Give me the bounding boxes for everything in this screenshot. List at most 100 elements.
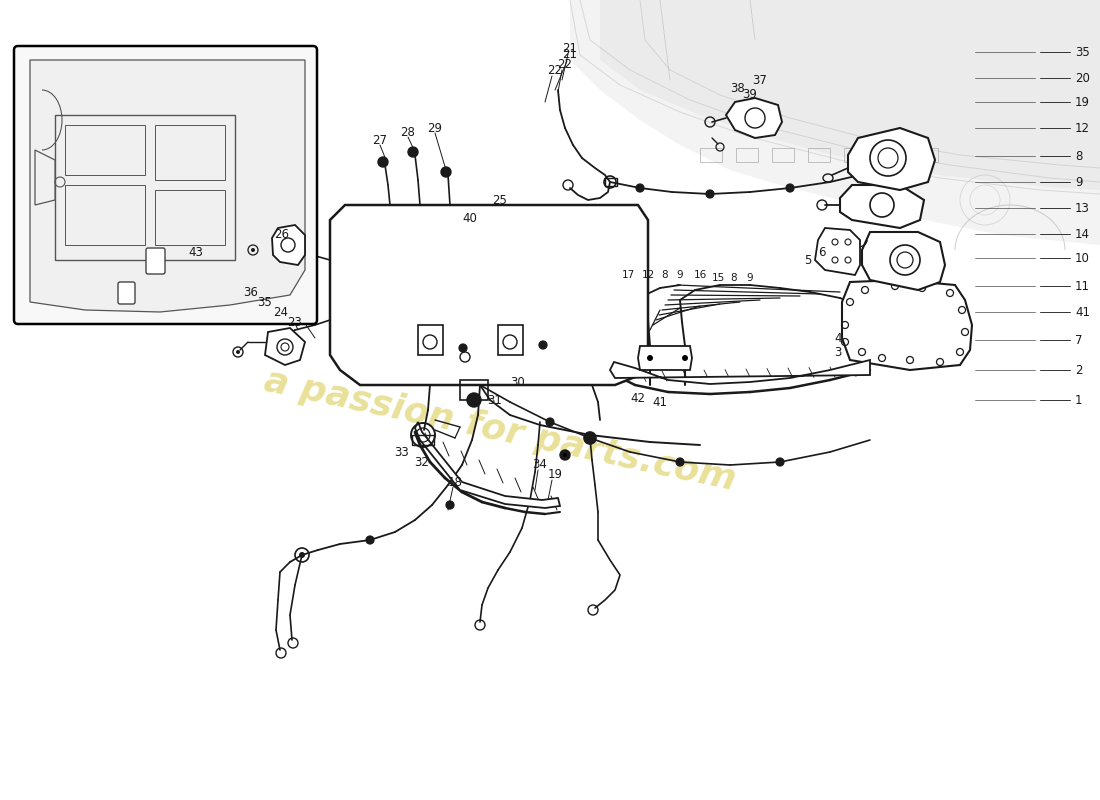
Text: 8: 8 — [1075, 150, 1082, 162]
Text: 22: 22 — [548, 63, 562, 77]
Circle shape — [468, 393, 481, 407]
Text: 28: 28 — [400, 126, 416, 138]
Text: 12: 12 — [1075, 122, 1090, 134]
Polygon shape — [600, 0, 1100, 190]
Bar — [808, 148, 830, 162]
Text: 38: 38 — [730, 82, 746, 94]
Circle shape — [856, 171, 864, 179]
Circle shape — [560, 450, 570, 460]
Circle shape — [366, 536, 374, 544]
Polygon shape — [272, 225, 305, 265]
Polygon shape — [815, 228, 860, 275]
Text: 30: 30 — [510, 375, 526, 389]
Polygon shape — [168, 122, 302, 162]
Text: 9: 9 — [747, 273, 754, 283]
Text: 18: 18 — [448, 475, 462, 489]
Circle shape — [441, 167, 451, 177]
Bar — [736, 148, 758, 162]
Text: 41: 41 — [652, 395, 668, 409]
Bar — [65, 185, 145, 245]
Text: 15: 15 — [712, 273, 725, 283]
Text: 9: 9 — [1075, 175, 1082, 189]
Text: 37: 37 — [752, 74, 768, 86]
Bar — [65, 125, 145, 175]
Text: 35: 35 — [257, 295, 272, 309]
Polygon shape — [415, 422, 560, 508]
Text: 20: 20 — [1075, 71, 1090, 85]
Text: 39: 39 — [742, 87, 758, 101]
Text: 10: 10 — [1075, 251, 1090, 265]
Text: 19: 19 — [1075, 95, 1090, 109]
Text: 35: 35 — [1075, 46, 1090, 58]
Circle shape — [636, 184, 644, 192]
Polygon shape — [840, 185, 924, 228]
Text: 4: 4 — [835, 331, 842, 345]
Text: 16: 16 — [693, 270, 706, 280]
Text: a passion for parts.com: a passion for parts.com — [261, 363, 739, 497]
Text: 26: 26 — [275, 229, 289, 242]
Circle shape — [378, 157, 388, 167]
Circle shape — [563, 453, 566, 457]
Text: 34: 34 — [532, 458, 548, 471]
Text: 27: 27 — [373, 134, 387, 146]
Text: 36: 36 — [243, 286, 258, 298]
Text: 5: 5 — [804, 254, 812, 266]
Bar — [155, 190, 226, 245]
Circle shape — [408, 147, 418, 157]
Circle shape — [459, 344, 468, 352]
Text: 13: 13 — [1075, 202, 1090, 214]
Circle shape — [446, 501, 454, 509]
Circle shape — [584, 432, 596, 444]
Text: 22: 22 — [558, 58, 572, 71]
Text: 14: 14 — [1075, 227, 1090, 241]
Text: 32: 32 — [415, 455, 429, 469]
Text: 21: 21 — [562, 49, 578, 62]
Polygon shape — [638, 346, 692, 370]
Text: 43: 43 — [188, 246, 202, 258]
Polygon shape — [330, 205, 648, 385]
Text: 25: 25 — [493, 194, 507, 206]
Polygon shape — [570, 0, 1100, 245]
Circle shape — [539, 341, 547, 349]
Text: 3: 3 — [835, 346, 842, 358]
Circle shape — [236, 350, 240, 354]
Text: 24: 24 — [273, 306, 288, 318]
Circle shape — [676, 458, 684, 466]
Text: 7: 7 — [1075, 334, 1082, 346]
Bar — [498, 325, 522, 355]
Text: 41: 41 — [1075, 306, 1090, 318]
Circle shape — [546, 418, 554, 426]
Bar — [844, 148, 866, 162]
Bar — [880, 148, 902, 162]
Circle shape — [706, 190, 714, 198]
FancyBboxPatch shape — [14, 46, 317, 324]
Polygon shape — [35, 150, 55, 205]
Bar — [412, 435, 434, 445]
FancyBboxPatch shape — [118, 282, 135, 304]
Text: 6: 6 — [818, 246, 826, 258]
Text: 12: 12 — [641, 270, 654, 280]
Text: 19: 19 — [548, 469, 562, 482]
Bar — [418, 325, 443, 355]
Text: 11: 11 — [1075, 279, 1090, 293]
Text: 29: 29 — [428, 122, 442, 134]
Circle shape — [776, 458, 784, 466]
Polygon shape — [842, 280, 972, 370]
Text: 33: 33 — [395, 446, 409, 458]
Polygon shape — [610, 360, 870, 384]
Circle shape — [786, 184, 794, 192]
Text: 8: 8 — [662, 270, 669, 280]
Text: 2: 2 — [1075, 363, 1082, 377]
Bar — [772, 148, 794, 162]
Bar — [155, 125, 226, 180]
Polygon shape — [265, 328, 305, 365]
Bar — [605, 178, 617, 186]
Circle shape — [682, 355, 688, 361]
Polygon shape — [862, 232, 945, 290]
Text: 8: 8 — [730, 273, 737, 283]
Circle shape — [647, 355, 653, 361]
Polygon shape — [726, 98, 782, 138]
Text: 31: 31 — [487, 394, 503, 406]
Polygon shape — [30, 60, 305, 312]
Circle shape — [251, 248, 255, 252]
